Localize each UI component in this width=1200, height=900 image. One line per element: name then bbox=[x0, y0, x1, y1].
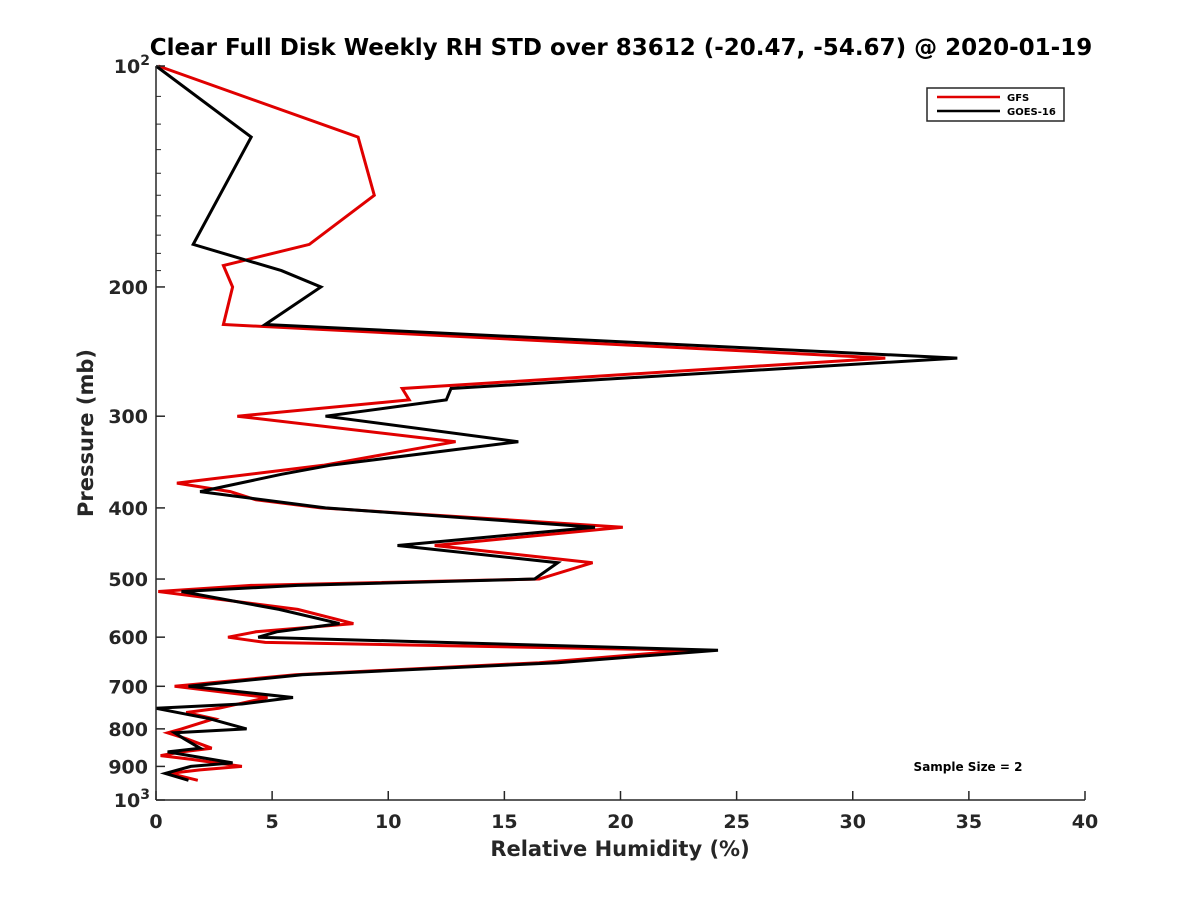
x-tick-label: 35 bbox=[956, 811, 982, 833]
x-tick-label: 10 bbox=[375, 811, 401, 833]
x-axis-label: Relative Humidity (%) bbox=[490, 837, 749, 861]
x-tick-label: 40 bbox=[1072, 811, 1098, 833]
x-tick-label: 25 bbox=[723, 811, 749, 833]
y-tick-label: 600 bbox=[108, 627, 148, 649]
y-tick-label: 103 bbox=[114, 787, 150, 812]
x-tick-label: 20 bbox=[607, 811, 633, 833]
x-tick-label: 0 bbox=[149, 811, 162, 833]
x-tick-label: 15 bbox=[491, 811, 517, 833]
series-layer bbox=[155, 64, 958, 782]
y-tick-label: 500 bbox=[108, 569, 148, 591]
x-tick-label: 30 bbox=[840, 811, 866, 833]
y-tick-label: 800 bbox=[108, 719, 148, 741]
axes-layer: 0 5 10 15 20 25 30 35 40 102 200 300 400 500 600 700 800… bbox=[108, 53, 1098, 833]
y-tick-label: 200 bbox=[108, 277, 148, 299]
sample-size-annotation: Sample Size = 2 bbox=[914, 760, 1023, 774]
series-line-1 bbox=[155, 64, 958, 782]
y-tick-label: 400 bbox=[108, 498, 148, 520]
y-tick-label: 102 bbox=[114, 53, 150, 78]
legend-label: GFS bbox=[1007, 93, 1029, 104]
legend-box bbox=[926, 87, 1065, 122]
legend: GFS GOES-16 bbox=[926, 87, 1065, 122]
chart-title: Clear Full Disk Weekly RH STD over 83612… bbox=[150, 35, 1092, 61]
y-axis-label: Pressure (mb) bbox=[74, 349, 98, 517]
x-tick-label: 5 bbox=[266, 811, 279, 833]
y-tick-label: 900 bbox=[108, 756, 148, 778]
y-tick-label: 700 bbox=[108, 676, 148, 698]
series-line-0 bbox=[157, 64, 886, 782]
legend-label: GOES-16 bbox=[1007, 107, 1056, 118]
y-tick-label: 300 bbox=[108, 406, 148, 428]
